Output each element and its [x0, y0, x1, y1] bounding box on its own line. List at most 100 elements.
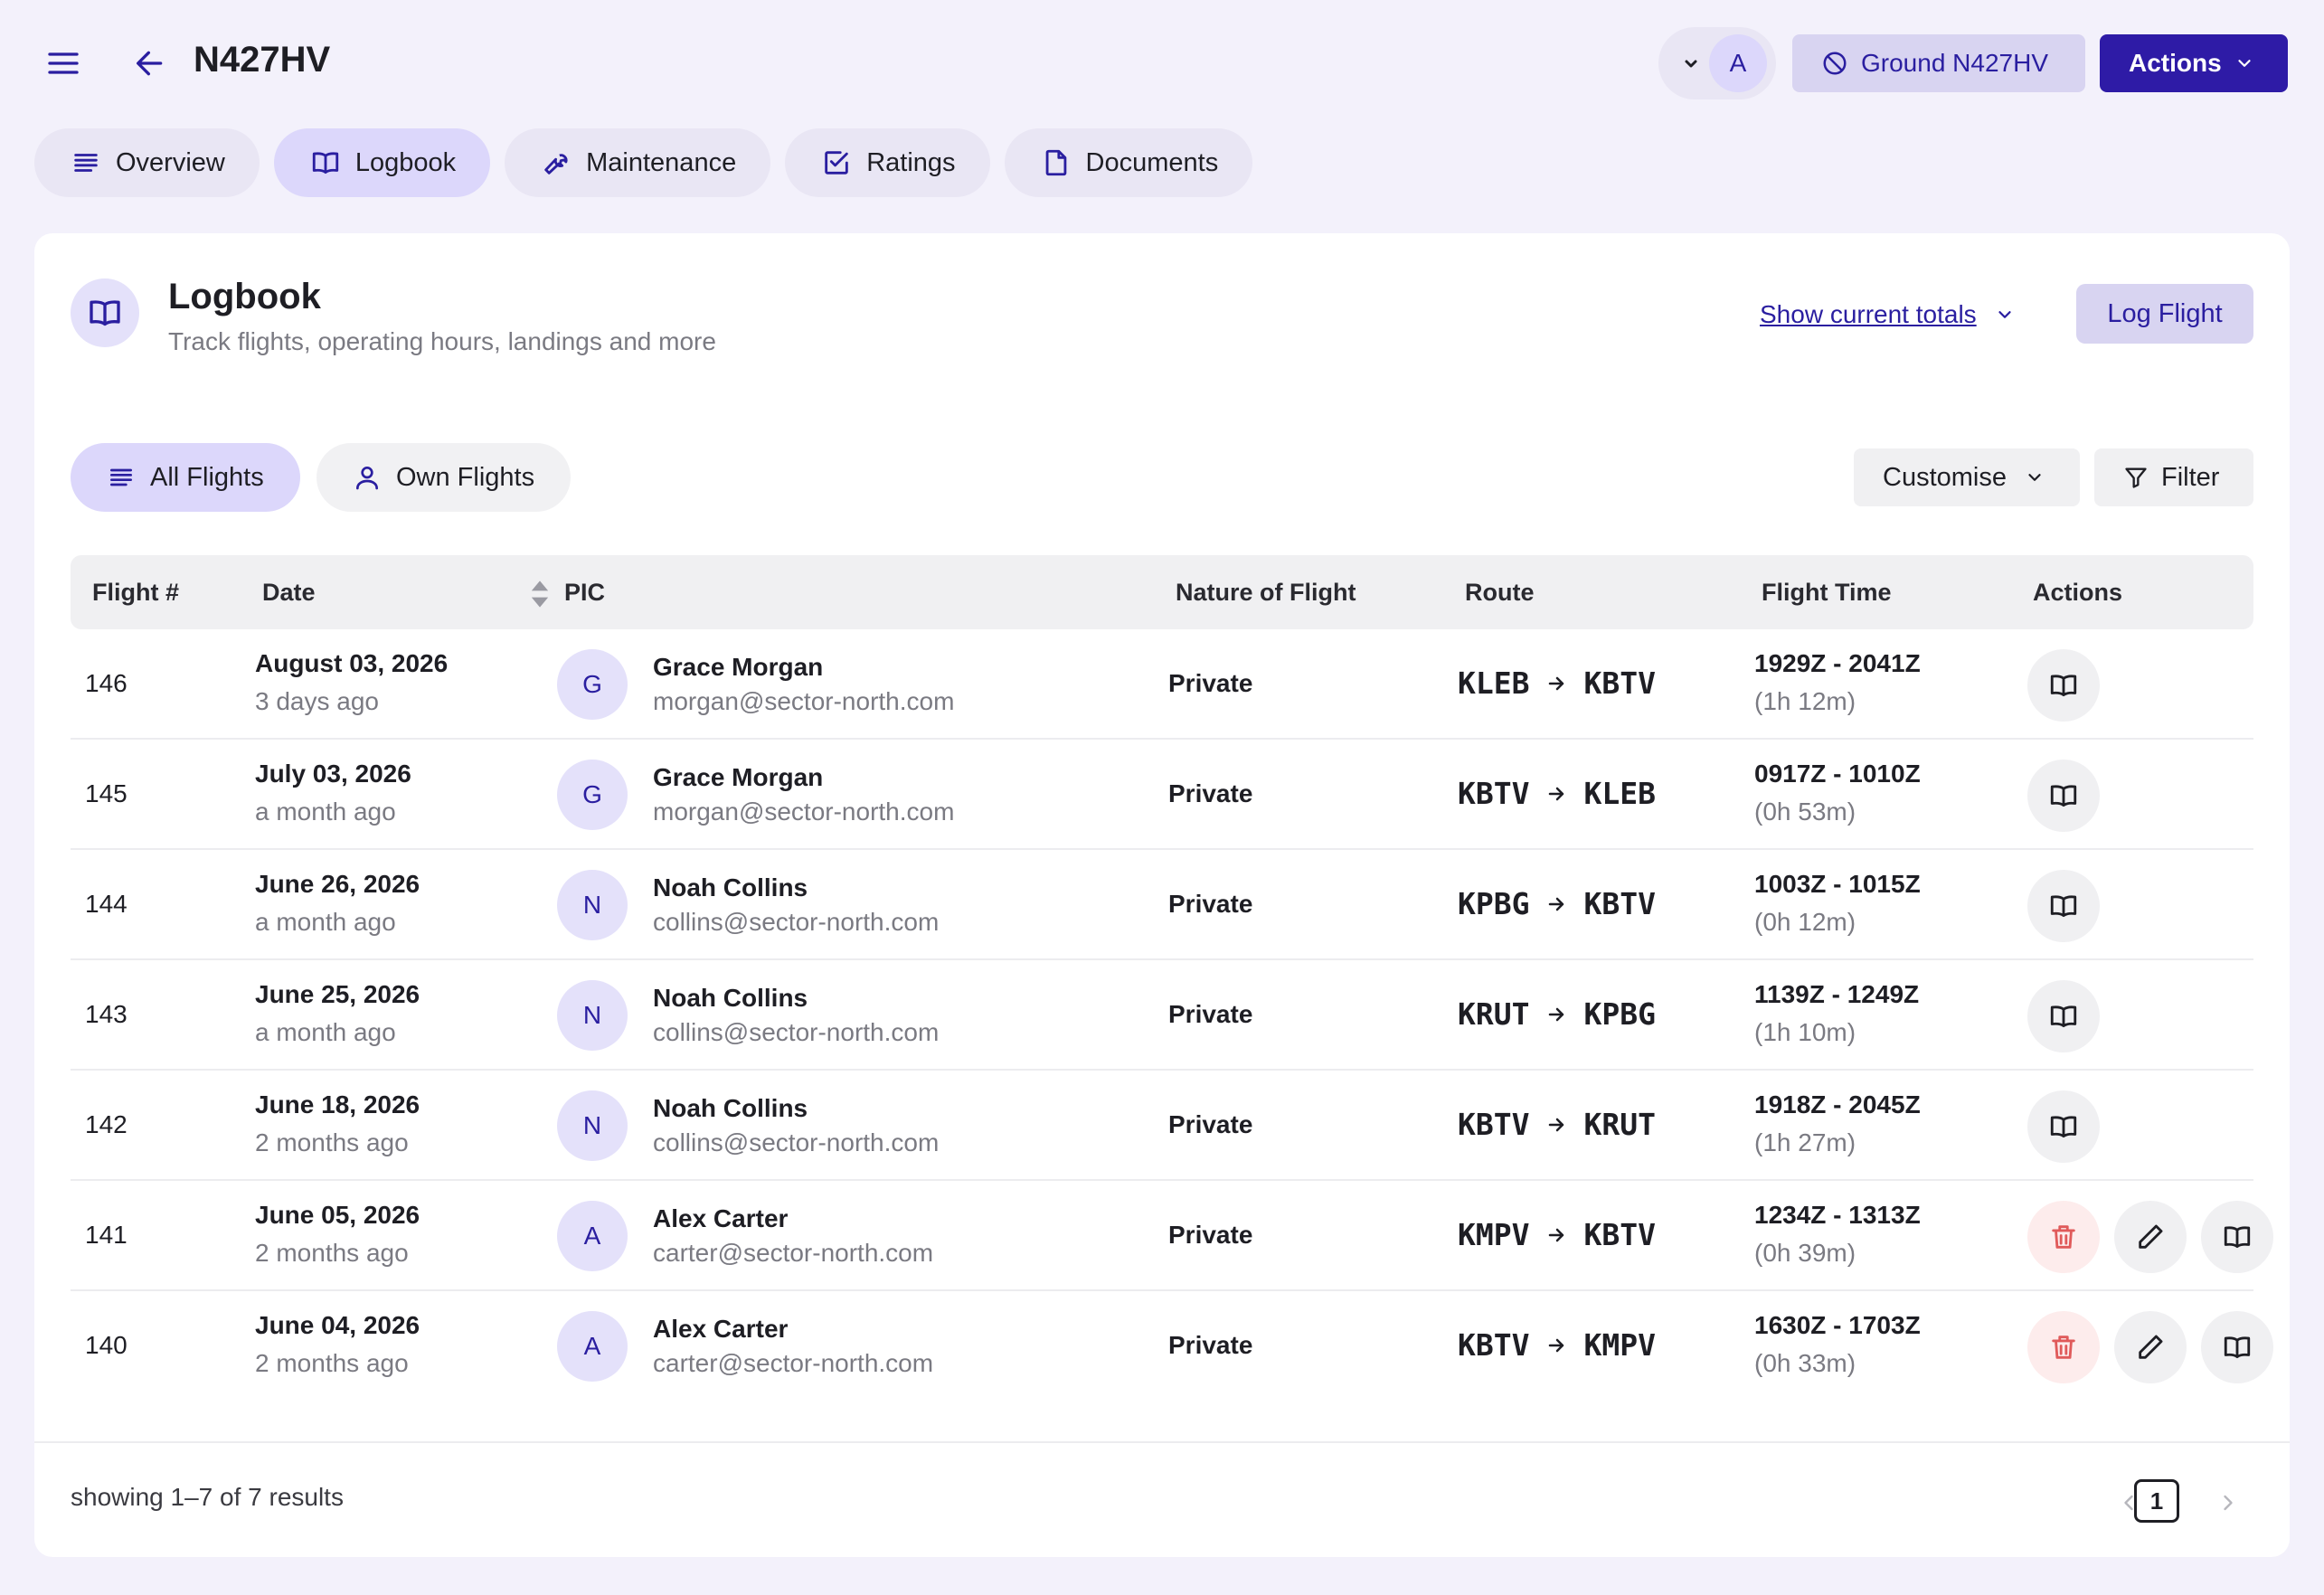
- route-to: KBTV: [1583, 1217, 1656, 1252]
- table-row[interactable]: 141 June 05, 2026 2 months ago A Alex Carter…: [71, 1181, 2273, 1291]
- table-row[interactable]: 144 June 26, 2026 a month ago N Noah Collins…: [71, 850, 2253, 960]
- flight-time-range: 0917Z - 1010Z: [1754, 760, 1921, 788]
- tab-maintenance[interactable]: Maintenance: [505, 128, 771, 197]
- actions-dropdown-button[interactable]: Actions: [2100, 34, 2288, 92]
- tab-bar: Overview Logbook Maintenance Ratings Doc…: [34, 128, 1253, 197]
- view-entry-button[interactable]: [2027, 1090, 2100, 1163]
- col-date[interactable]: Date: [262, 579, 316, 606]
- col-flight[interactable]: Flight #: [92, 579, 179, 606]
- table-header: Flight # Date PIC Nature of Flight Route…: [71, 555, 2253, 629]
- edit-button[interactable]: [2114, 1201, 2187, 1273]
- route: KBTV KMPV: [1458, 1327, 1656, 1363]
- pic-name: Noah Collins: [653, 873, 808, 901]
- route-to: KMPV: [1583, 1327, 1656, 1363]
- tab-label: Overview: [116, 147, 225, 177]
- flight-nature: Private: [1168, 1110, 1253, 1138]
- logbook-entry-icon: [2050, 675, 2077, 697]
- table-row[interactable]: 142 June 18, 2026 2 months ago N Noah Collin…: [71, 1071, 2253, 1181]
- arrow-right-icon: [1549, 1007, 1564, 1021]
- list-icon: [110, 468, 132, 486]
- table-row[interactable]: 140 June 04, 2026 2 months ago A Alex Carter…: [71, 1291, 2273, 1402]
- pic-email: carter@sector-north.com: [653, 1349, 934, 1377]
- chevron-down-icon: [2238, 60, 2251, 67]
- results-count: showing 1–7 of 7 results: [71, 1483, 344, 1511]
- avatar: N: [557, 870, 628, 940]
- user-switcher[interactable]: A: [1658, 27, 1776, 99]
- delete-button[interactable]: [2027, 1311, 2100, 1383]
- tab-label: Logbook: [354, 147, 457, 177]
- view-entry-button[interactable]: [2027, 760, 2100, 832]
- relative-date: a month ago: [255, 798, 396, 826]
- customise-button[interactable]: Customise: [1854, 448, 2080, 506]
- flight-time-range: 1929Z - 2041Z: [1754, 649, 1921, 677]
- tab-overview[interactable]: Overview: [34, 128, 260, 197]
- delete-button[interactable]: [2027, 1201, 2100, 1273]
- show-totals-link[interactable]: Show current totals: [1760, 300, 2015, 329]
- chevron-down-icon: [1998, 311, 2011, 318]
- user-icon: [356, 467, 378, 490]
- log-flight-button[interactable]: Log Flight: [2076, 284, 2253, 344]
- flight-duration: (1h 12m): [1754, 687, 1856, 715]
- avatar: N: [557, 1090, 628, 1161]
- pencil-icon: [2139, 1224, 2163, 1249]
- route: KPBG KBTV: [1458, 886, 1656, 921]
- sort-icon[interactable]: [530, 579, 550, 609]
- flight-date: June 04, 2026: [255, 1311, 420, 1339]
- logbook-entry-icon: [2050, 895, 2077, 918]
- flight-nature: Private: [1168, 1331, 1253, 1359]
- view-entry-button[interactable]: [2027, 980, 2100, 1052]
- tab-documents[interactable]: Documents: [1004, 128, 1253, 197]
- route-from: KPBG: [1458, 886, 1530, 921]
- avatar: G: [557, 649, 628, 720]
- pic-name: Alex Carter: [653, 1204, 789, 1232]
- avatar: A: [557, 1311, 628, 1382]
- flight-date: June 18, 2026: [255, 1090, 420, 1118]
- flight-number: 140: [85, 1331, 128, 1359]
- chevron-left-icon[interactable]: [2116, 1490, 2141, 1515]
- col-route[interactable]: Route: [1465, 579, 1535, 606]
- table-row[interactable]: 143 June 25, 2026 a month ago N Noah Collins…: [71, 960, 2253, 1071]
- back-arrow-icon[interactable]: [132, 45, 168, 81]
- ground-aircraft-button[interactable]: Ground N427HV: [1792, 34, 2085, 92]
- col-flight-time[interactable]: Flight Time: [1762, 579, 1892, 606]
- flight-time-range: 1630Z - 1703Z: [1754, 1311, 1921, 1339]
- arrow-right-icon: [1549, 1228, 1564, 1241]
- actions-button-label: Actions: [2129, 49, 2222, 77]
- pic-name: Grace Morgan: [653, 763, 824, 791]
- chevron-right-icon[interactable]: [2215, 1490, 2241, 1515]
- relative-date: 2 months ago: [255, 1128, 409, 1156]
- view-entry-button[interactable]: [2027, 649, 2100, 722]
- customise-label: Customise: [1883, 462, 2007, 492]
- tab-ratings[interactable]: Ratings: [785, 128, 990, 197]
- book-icon: [71, 278, 139, 347]
- page-number[interactable]: 1: [2134, 1479, 2179, 1523]
- menu-icon[interactable]: [45, 45, 81, 81]
- flight-time-range: 1003Z - 1015Z: [1754, 870, 1921, 898]
- route-from: KBTV: [1458, 1327, 1530, 1363]
- route: KBTV KLEB: [1458, 776, 1656, 811]
- filter-button[interactable]: Filter: [2094, 448, 2253, 506]
- flight-number: 146: [85, 669, 128, 697]
- tab-label: Maintenance: [586, 147, 737, 177]
- table-row[interactable]: 146 August 03, 2026 3 days ago G Grace Morga…: [71, 629, 2253, 740]
- avatar: A: [557, 1201, 628, 1271]
- route-from: KLEB: [1458, 665, 1530, 701]
- table-row[interactable]: 145 July 03, 2026 a month ago G Grace Morgan…: [71, 740, 2253, 850]
- view-entry-button[interactable]: [2201, 1311, 2273, 1383]
- all-flights-toggle[interactable]: All Flights: [71, 443, 300, 512]
- edit-button[interactable]: [2114, 1311, 2187, 1383]
- flight-date: June 05, 2026: [255, 1201, 420, 1229]
- show-totals-label: Show current totals: [1760, 300, 1977, 328]
- own-flights-label: Own Flights: [396, 462, 535, 492]
- col-pic[interactable]: PIC: [564, 579, 606, 606]
- view-entry-button[interactable]: [2027, 870, 2100, 942]
- pic-name: Noah Collins: [653, 1094, 808, 1122]
- view-entry-button[interactable]: [2201, 1201, 2273, 1273]
- own-flights-toggle[interactable]: Own Flights: [316, 443, 572, 512]
- arrow-right-icon: [1549, 1338, 1564, 1352]
- col-nature[interactable]: Nature of Flight: [1176, 579, 1356, 606]
- document-icon: [1045, 149, 1066, 176]
- flight-duration: (1h 10m): [1754, 1018, 1856, 1046]
- checkbox-icon: [825, 151, 848, 175]
- tab-logbook[interactable]: Logbook: [273, 128, 491, 197]
